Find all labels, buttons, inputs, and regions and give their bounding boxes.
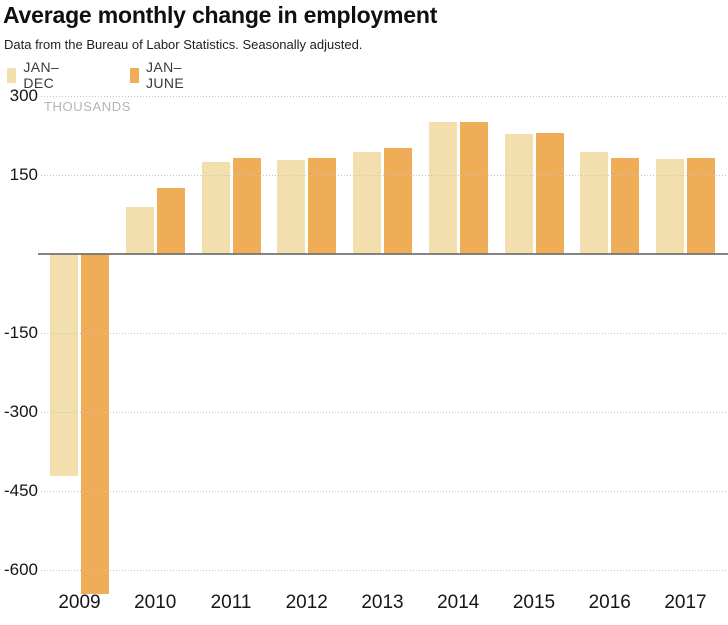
- bar-2011-jan-june: [232, 158, 261, 254]
- y-tick-label-150: 150: [9, 165, 38, 184]
- y-tick-label--150: -150: [3, 323, 38, 342]
- chart-title: Average monthly change in employment: [3, 2, 438, 28]
- x-axis-label-2017: 2017: [664, 592, 707, 613]
- x-axis-label-2011: 2011: [210, 592, 252, 613]
- y-tick-label--450: -450: [3, 481, 38, 500]
- bar-2014-jan-dec: [428, 122, 457, 254]
- grid-line-150: [41, 175, 728, 176]
- y-tick-label--300: -300: [3, 402, 38, 421]
- x-axis-label-2013: 2013: [361, 592, 404, 613]
- x-axis-label-2015: 2015: [512, 592, 556, 613]
- bar-2010-jan-june: [156, 188, 185, 254]
- bar-2009-jan-june: [81, 254, 109, 594]
- x-axis-label-2009: 2009: [58, 592, 101, 613]
- x-axis-label-2010: 2010: [134, 592, 177, 613]
- grid-line--600: [41, 570, 728, 571]
- bar-2016-jan-dec: [580, 152, 609, 254]
- legend-label-jan-dec: JAN–DEC: [23, 59, 60, 91]
- x-axis-label-2012: 2012: [285, 592, 328, 613]
- bar-2009-jan-dec: [50, 254, 78, 477]
- jan-dec-swatch-icon: [7, 67, 17, 83]
- grid-line-300: [41, 96, 728, 97]
- bar-2015-jan-june: [535, 133, 564, 254]
- bar-2014-jan-june: [459, 121, 488, 254]
- bar-2012-jan-dec: [277, 159, 306, 254]
- y-tick-label--600: -600: [3, 560, 38, 579]
- grid-line--150: [41, 333, 728, 334]
- y-tick-label-300: 300: [9, 86, 38, 105]
- zero-baseline: [38, 253, 728, 255]
- bar-2012-jan-june: [308, 158, 337, 254]
- jan-june-swatch-icon: [130, 67, 139, 83]
- legend-item-jan-dec: JAN–DEC: [7, 59, 65, 91]
- bar-2017-jan-dec: [656, 158, 684, 254]
- bar-2013-jan-june: [384, 148, 412, 254]
- grid-line--300: [41, 412, 728, 413]
- bar-2016-jan-june: [611, 157, 640, 254]
- bar-2015-jan-dec: [504, 134, 533, 254]
- unit-label: THOUSANDS: [44, 99, 132, 114]
- bar-2011-jan-dec: [201, 161, 230, 254]
- chart-subtitle: Data from the Bureau of Labor Statistics…: [4, 37, 363, 52]
- legend-item-jan-june: JAN–JUNE: [130, 59, 190, 91]
- bar-2010-jan-dec: [125, 207, 154, 254]
- grid-line--450: [41, 491, 728, 492]
- x-axis-label-2014: 2014: [437, 592, 480, 613]
- legend-label-jan-june: JAN–JUNE: [145, 59, 185, 91]
- bar-2017-jan-june: [687, 158, 715, 254]
- x-axis-label-2016: 2016: [588, 592, 631, 613]
- bar-2013-jan-dec: [353, 151, 381, 254]
